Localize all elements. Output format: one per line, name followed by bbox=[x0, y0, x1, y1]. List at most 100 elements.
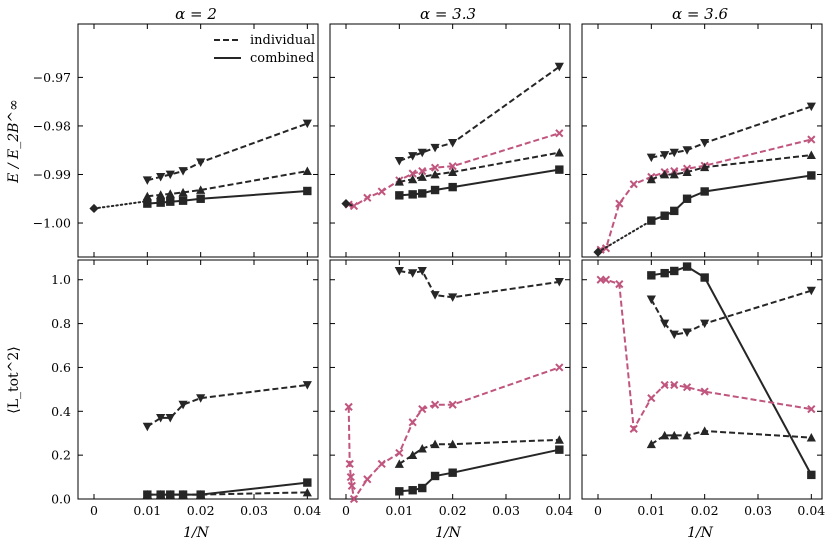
data-point-3-energy-4-6 bbox=[807, 171, 816, 180]
x-tick-label: 0.02 bbox=[691, 503, 719, 518]
x-tick-label: 0.01 bbox=[133, 503, 161, 518]
data-point-2-L2-3-3 bbox=[417, 443, 427, 453]
data-point-2-L2-4-5 bbox=[448, 468, 457, 477]
series-line-2-L2-2 bbox=[347, 366, 560, 502]
x-axis-label-3: 1/N bbox=[687, 525, 714, 541]
data-point-2-energy-4-2 bbox=[408, 190, 417, 199]
axes-frame-1-energy bbox=[77, 23, 319, 258]
data-point-3-L2-3-5 bbox=[647, 394, 656, 403]
data-point-2-L2-2-4 bbox=[347, 481, 356, 490]
data-point-2-energy-5-1 bbox=[341, 199, 351, 209]
data-point-2-energy-3-1 bbox=[394, 177, 404, 186]
axes-frame-3-energy bbox=[581, 23, 823, 258]
y-tick-label: 0.2 bbox=[51, 448, 71, 463]
data-point-3-L2-3-6 bbox=[660, 380, 669, 390]
data-point-2-L2-3-5 bbox=[448, 439, 458, 449]
x-tick-label: 0.01 bbox=[637, 503, 665, 518]
data-point-3-L2-4-6 bbox=[806, 433, 816, 442]
y-tick-label: −0.97 bbox=[33, 70, 71, 85]
data-point-2-energy-4-4 bbox=[430, 185, 440, 195]
data-point-1-energy-4-1 bbox=[89, 203, 99, 214]
data-point-3-L2-2-3 bbox=[669, 330, 679, 340]
data-point-3-energy-1-2 bbox=[660, 151, 670, 160]
data-point-3-energy-1-3 bbox=[669, 148, 679, 158]
y-tick-label: −0.99 bbox=[33, 167, 71, 182]
data-point-3-energy-3-5 bbox=[700, 162, 710, 172]
axes-frame-1-L2 bbox=[77, 259, 319, 500]
data-point-1-L2-1-4 bbox=[178, 400, 188, 410]
data-point-2-L2-1-4 bbox=[430, 291, 440, 300]
legend-label-combined: combined bbox=[250, 51, 314, 66]
data-point-2-energy-2-6 bbox=[408, 169, 417, 178]
x-tick-label: 0.03 bbox=[744, 503, 772, 518]
data-point-2-L2-2-2 bbox=[345, 459, 354, 469]
data-point-3-L2-1-5 bbox=[700, 273, 709, 282]
x-tick-label: 0.02 bbox=[187, 503, 215, 518]
data-point-2-L2-1-3 bbox=[417, 267, 427, 276]
data-point-2-L2-2-11 bbox=[430, 400, 440, 409]
series-line-3-energy-5 bbox=[597, 219, 653, 254]
data-point-1-L2-1-1 bbox=[142, 422, 152, 432]
y-axis-label-energy: E / E_2B^∞ bbox=[6, 99, 22, 184]
data-point-2-L2-2-13 bbox=[555, 363, 564, 372]
data-point-1-L2-3-6 bbox=[303, 478, 312, 487]
data-point-2-L2-2-10 bbox=[418, 404, 427, 414]
panel-title-2: α = 3.3 bbox=[420, 5, 476, 23]
data-point-3-L2-2-6 bbox=[806, 286, 816, 296]
x-axis-label-1: 1/N bbox=[183, 525, 210, 541]
data-point-1-energy-3-4 bbox=[178, 196, 188, 205]
panel-title-3: α = 3.6 bbox=[672, 5, 729, 23]
data-point-1-energy-2-2 bbox=[156, 190, 166, 199]
data-point-2-energy-1-3 bbox=[417, 148, 427, 158]
data-point-3-energy-4-4 bbox=[682, 194, 692, 203]
data-point-2-L2-2-7 bbox=[377, 459, 386, 469]
plot-area: −1.00 −0.99 −0.98 −0.97 0 0.01 0.02 0.03 0.04 0.0… bbox=[33, 23, 825, 518]
x-tick-label: 0.02 bbox=[439, 503, 467, 518]
data-point-2-energy-3-5 bbox=[448, 167, 458, 176]
data-point-2-energy-4-1 bbox=[395, 191, 404, 200]
data-point-1-L2-1-3 bbox=[165, 413, 175, 423]
data-point-3-L2-3-3 bbox=[615, 280, 624, 289]
series-line-1-L2-1 bbox=[146, 384, 308, 428]
data-point-2-L2-2-8 bbox=[395, 448, 404, 458]
data-point-2-L2-1-2 bbox=[408, 269, 418, 278]
data-point-2-energy-2-3 bbox=[363, 193, 372, 202]
data-point-3-L2-2-5 bbox=[700, 319, 710, 329]
data-point-3-energy-1-5 bbox=[700, 139, 710, 148]
data-point-2-energy-4-6 bbox=[555, 165, 564, 174]
data-point-3-energy-4-5 bbox=[700, 187, 709, 196]
data-point-1-L2-3-4 bbox=[178, 490, 188, 499]
y-axis-label-l2: ⟨L_tot^2⟩ bbox=[6, 346, 22, 414]
data-point-1-energy-2-5 bbox=[196, 185, 206, 194]
panel-title-1: α = 2 bbox=[175, 5, 217, 23]
series-line-3-L2-1 bbox=[651, 265, 813, 476]
x-tick-label: 0.04 bbox=[293, 503, 321, 518]
data-point-3-energy-5-1 bbox=[593, 247, 603, 257]
series-line-3-L2-2 bbox=[650, 289, 812, 336]
data-point-2-L2-2-1 bbox=[344, 402, 353, 412]
data-point-2-energy-1-2 bbox=[408, 152, 418, 161]
data-point-3-L2-4-2 bbox=[660, 430, 670, 440]
data-point-1-energy-1-6 bbox=[302, 119, 312, 129]
data-point-3-L2-3-10 bbox=[807, 404, 816, 414]
y-tick-label: 0.6 bbox=[51, 360, 71, 375]
data-point-2-energy-2-4 bbox=[377, 187, 386, 196]
x-axis-label-2: 1/N bbox=[435, 525, 462, 541]
data-point-3-energy-4-3 bbox=[670, 206, 679, 216]
data-point-1-energy-2-1 bbox=[142, 191, 152, 201]
data-point-2-L2-2-6 bbox=[363, 475, 372, 484]
data-point-3-energy-3-1 bbox=[646, 174, 656, 184]
data-point-1-L2-3-3 bbox=[166, 490, 175, 499]
data-point-1-L2-1-2 bbox=[156, 413, 166, 423]
data-point-1-energy-1-4 bbox=[178, 167, 188, 176]
data-point-1-energy-3-3 bbox=[166, 197, 175, 206]
data-point-2-energy-2-8 bbox=[430, 163, 440, 172]
x-tick-label: 0 bbox=[342, 503, 350, 518]
data-point-1-energy-3-6 bbox=[303, 186, 312, 196]
data-point-1-energy-2-3 bbox=[165, 189, 175, 198]
data-point-3-energy-4-1 bbox=[647, 216, 656, 225]
data-point-3-energy-2-10 bbox=[807, 135, 816, 144]
data-point-3-energy-1-1 bbox=[646, 153, 656, 163]
data-point-3-L2-1-1 bbox=[647, 271, 656, 280]
data-point-1-energy-1-5 bbox=[196, 158, 206, 167]
